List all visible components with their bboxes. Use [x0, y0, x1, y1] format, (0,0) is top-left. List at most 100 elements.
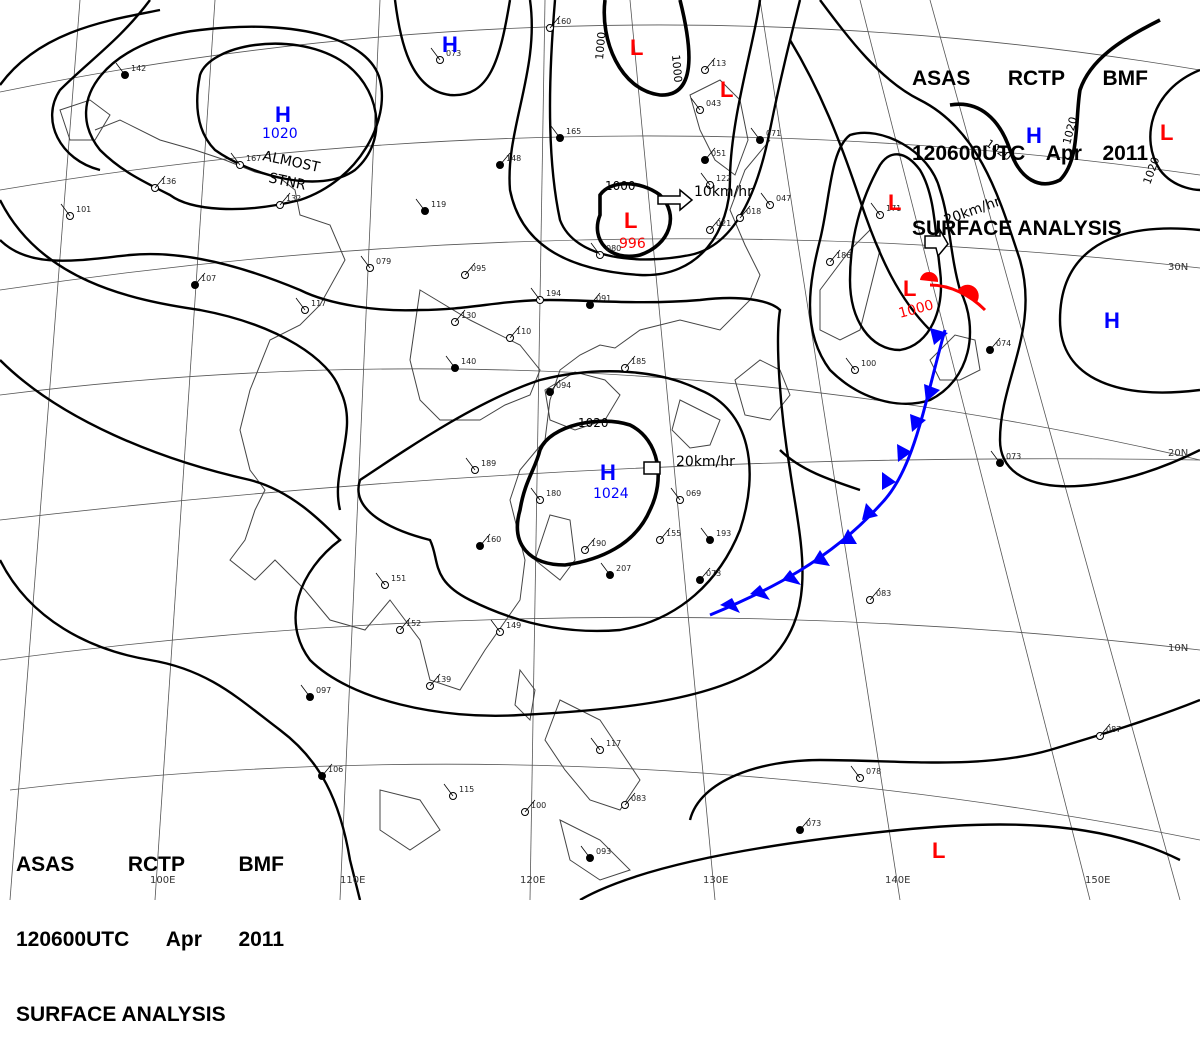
station-pressure: 018: [746, 207, 761, 216]
station-pressure: 140: [461, 357, 476, 366]
wind-barb: [509, 325, 521, 339]
station-pressure: 021: [716, 219, 731, 228]
low-value: 996: [619, 236, 646, 252]
station-pressure: 043: [706, 99, 721, 108]
station-pressure: 087: [1106, 725, 1121, 734]
wind-barb: [699, 567, 711, 581]
station-pressure: 132: [286, 194, 301, 203]
wind-barb: [550, 125, 561, 139]
wind-barb: [700, 172, 711, 186]
header-time: 120600UTC: [912, 142, 1026, 165]
station-pressure: 160: [486, 535, 501, 544]
wind-barb: [589, 292, 601, 306]
station-pressure: 051: [711, 149, 726, 158]
station-pressure: 160: [556, 17, 571, 26]
wind-barb: [989, 337, 1001, 351]
isobars: [0, 0, 1200, 900]
station-pressure: 148: [506, 154, 521, 163]
wind-barb: [429, 673, 441, 687]
low-symbol: L: [624, 208, 637, 233]
cold-front: [709, 328, 948, 617]
wind-barb: [709, 217, 721, 231]
wind-barb: [829, 249, 841, 263]
station-pressure: 139: [436, 675, 451, 684]
header-month: Apr: [165, 928, 202, 951]
wind-barb: [321, 763, 333, 777]
lon-label: 100E: [150, 875, 175, 886]
lon-label: 130E: [703, 875, 728, 886]
station-pressure: 101: [76, 205, 91, 214]
movement-arrows: [643, 188, 949, 475]
coastlines: [59, 79, 981, 881]
station-pressure: 078: [866, 767, 881, 776]
station-pressure: 185: [631, 357, 646, 366]
station-pressure: 074: [996, 339, 1011, 348]
lon-label: 150E: [1085, 875, 1110, 886]
wind-barb: [600, 562, 611, 576]
lon-label: 140E: [885, 875, 910, 886]
wind-barb: [445, 355, 456, 369]
header-agency: ASAS: [912, 67, 971, 90]
wind-barb: [415, 198, 426, 212]
low-symbol: L: [932, 838, 945, 863]
station-pressure: 073: [706, 569, 721, 578]
low-symbol: L: [888, 190, 901, 215]
wind-barb: [60, 203, 71, 217]
coordinate-labels: 100E 110E 120E 130E 140E 150E 30N 20N 10…: [150, 262, 1188, 886]
header-product: BMF: [238, 853, 285, 876]
station-pressure: 113: [711, 59, 726, 68]
wind-barb: [700, 527, 711, 541]
movement-label: 10km/hr: [694, 184, 753, 200]
pressure-systems: H 1020 H H H 1024 H L L L 996 L L 1000 L…: [262, 32, 1173, 863]
station-pressure: 073: [446, 49, 461, 58]
high-value: 1020: [262, 126, 298, 142]
station-pressure: 047: [776, 194, 791, 203]
warm-front: [920, 271, 987, 312]
wind-barb: [624, 792, 636, 806]
wind-barb: [590, 737, 601, 751]
high-symbol: H: [600, 460, 616, 485]
low-symbol: L: [630, 35, 643, 60]
station-pressure: 130: [461, 311, 476, 320]
low-symbol: L: [903, 276, 916, 301]
header-line-1: ASAS RCTP BMF: [912, 66, 1148, 91]
station-pressure: 186: [836, 251, 851, 260]
station-pressure: 071: [766, 129, 781, 138]
wind-barb: [360, 255, 371, 269]
wind-barb: [443, 783, 454, 797]
station-pressure: 152: [406, 619, 421, 628]
wind-barb: [530, 287, 541, 301]
station-pressure: 100: [531, 801, 546, 810]
wind-barb: [154, 175, 166, 189]
wind-barb: [580, 845, 591, 859]
wind-barb: [279, 192, 291, 206]
station-pressure: 207: [616, 564, 631, 573]
header-line-1: ASAS RCTP BMF: [16, 852, 284, 877]
station-pressure: 165: [566, 127, 581, 136]
station-pressure: 100: [861, 359, 876, 368]
lat-label: 20N: [1168, 448, 1188, 459]
station-pressure: 180: [546, 489, 561, 498]
header-top-right: ASAS RCTP BMF 120600UTC Apr 2011 SURFACE…: [912, 16, 1148, 266]
station-pressure: 110: [516, 327, 531, 336]
station-pressure: 136: [161, 177, 176, 186]
header-line-3: SURFACE ANALYSIS: [912, 217, 1122, 240]
wind-barb: [739, 205, 751, 219]
station-pressure: 190: [591, 539, 606, 548]
station-pressure: 151: [391, 574, 406, 583]
isobar-label: 1020: [578, 416, 609, 430]
station-pressure: 167: [246, 154, 261, 163]
wind-barb: [760, 192, 771, 206]
station-pressure: 083: [631, 794, 646, 803]
wind-barb: [584, 537, 596, 551]
header-bottom-left: ASAS RCTP BMF 120600UTC Apr 2011 SURFACE…: [16, 802, 284, 1052]
weather-map: 1421361011071171301401101891601511520971…: [0, 0, 1200, 900]
header-time: 120600UTC: [16, 928, 130, 951]
station-pressure: 079: [376, 257, 391, 266]
wind-barb: [194, 272, 206, 286]
lat-label: 30N: [1168, 262, 1188, 273]
wind-barb: [300, 684, 311, 698]
wind-barb: [845, 357, 856, 371]
station-pressure: 117: [311, 299, 326, 308]
station-pressure: 119: [431, 200, 446, 209]
